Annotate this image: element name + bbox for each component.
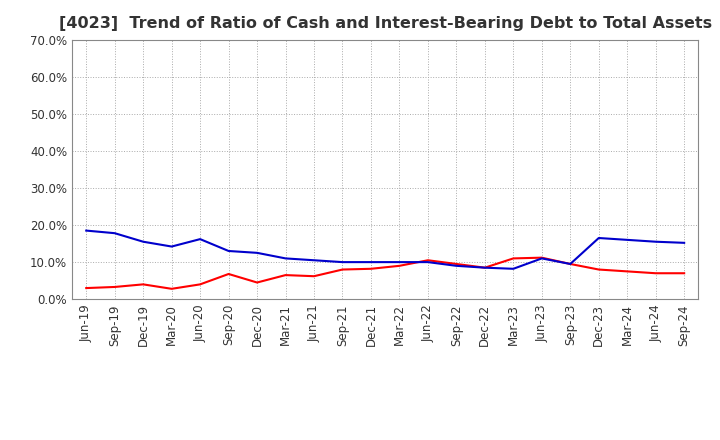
- Interest-Bearing Debt: [595, 235, 603, 241]
- Cash: [225, 271, 233, 277]
- Interest-Bearing Debt: [480, 265, 489, 270]
- Cash: [480, 265, 489, 270]
- Cash: [423, 258, 432, 263]
- Cash: [310, 274, 318, 279]
- Cash: [680, 271, 688, 276]
- Cash: [452, 261, 461, 267]
- Interest-Bearing Debt: [566, 261, 575, 267]
- Interest-Bearing Debt: [623, 237, 631, 242]
- Line: Interest-Bearing Debt: Interest-Bearing Debt: [86, 231, 684, 269]
- Cash: [82, 286, 91, 291]
- Cash: [537, 255, 546, 260]
- Interest-Bearing Debt: [366, 260, 375, 265]
- Interest-Bearing Debt: [139, 239, 148, 244]
- Interest-Bearing Debt: [537, 256, 546, 261]
- Cash: [110, 284, 119, 290]
- Interest-Bearing Debt: [423, 260, 432, 265]
- Cash: [395, 263, 404, 268]
- Cash: [253, 280, 261, 285]
- Cash: [366, 266, 375, 271]
- Cash: [509, 256, 518, 261]
- Interest-Bearing Debt: [395, 260, 404, 265]
- Line: Cash: Cash: [86, 258, 684, 289]
- Interest-Bearing Debt: [652, 239, 660, 244]
- Interest-Bearing Debt: [509, 266, 518, 271]
- Interest-Bearing Debt: [82, 228, 91, 233]
- Interest-Bearing Debt: [167, 244, 176, 249]
- Interest-Bearing Debt: [282, 256, 290, 261]
- Interest-Bearing Debt: [338, 260, 347, 265]
- Cash: [196, 282, 204, 287]
- Cash: [139, 282, 148, 287]
- Cash: [282, 272, 290, 278]
- Cash: [595, 267, 603, 272]
- Cash: [338, 267, 347, 272]
- Title: [4023]  Trend of Ratio of Cash and Interest-Bearing Debt to Total Assets: [4023] Trend of Ratio of Cash and Intere…: [58, 16, 712, 32]
- Interest-Bearing Debt: [253, 250, 261, 256]
- Cash: [167, 286, 176, 291]
- Interest-Bearing Debt: [452, 263, 461, 268]
- Interest-Bearing Debt: [225, 248, 233, 253]
- Cash: [652, 271, 660, 276]
- Interest-Bearing Debt: [196, 236, 204, 242]
- Interest-Bearing Debt: [310, 258, 318, 263]
- Cash: [566, 261, 575, 267]
- Cash: [623, 269, 631, 274]
- Interest-Bearing Debt: [110, 231, 119, 236]
- Interest-Bearing Debt: [680, 240, 688, 246]
